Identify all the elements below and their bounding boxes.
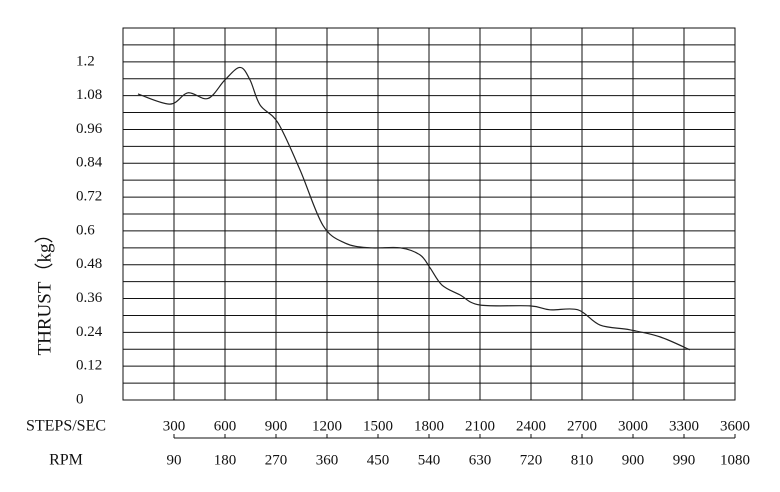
x-tick-label: 3600 [720,418,750,434]
y-axis-label: THRUST（kg） [33,225,55,356]
y-tick-label: 1.08 [76,87,102,103]
x2-tick-label: 630 [469,452,492,468]
x-tick-label: 1200 [312,418,342,434]
y-tick-label: 0.96 [76,121,103,137]
x2-tick-label: 720 [520,452,543,468]
x2-tick-label: 1080 [720,452,750,468]
y-tick-label: 0 [76,391,84,407]
y-tick-label: 0.72 [76,189,102,205]
x-tick-label: 300 [163,418,186,434]
x2-tick-label: 990 [673,452,696,468]
y-tick-label: 0.84 [76,155,103,171]
x-tick-label: 3300 [669,418,699,434]
x-tick-label: 1800 [414,418,444,434]
y-tick-label: 0.12 [76,358,102,374]
y-tick-label: 0.24 [76,324,103,340]
x2-tick-label: 180 [214,452,237,468]
x2-tick-label: 810 [571,452,594,468]
x-tick-label: 3000 [618,418,648,434]
x2-tick-label: 360 [316,452,339,468]
x2-tick-label: 900 [622,452,645,468]
y-tick-label: 0.36 [76,290,103,306]
x2-tick-label: 270 [265,452,288,468]
x2-tick-label: 540 [418,452,441,468]
x2-tick-label: 450 [367,452,390,468]
x-tick-label: 600 [214,418,237,434]
x2-axis-label: RPM [49,452,83,469]
x-tick-label: 2700 [567,418,597,434]
x-tick-label: 900 [265,418,288,434]
x-tick-label: 2400 [516,418,546,434]
x-tick-label: 2100 [465,418,495,434]
y-tick-label: 0.6 [76,222,95,238]
x2-tick-label: 90 [167,452,182,468]
y-tick-label: 0.48 [76,256,102,272]
x-axis-label: STEPS/SEC [26,418,106,435]
x-tick-label: 1500 [363,418,393,434]
thrust-line [137,66,691,351]
y-tick-label: 1.2 [76,53,95,69]
